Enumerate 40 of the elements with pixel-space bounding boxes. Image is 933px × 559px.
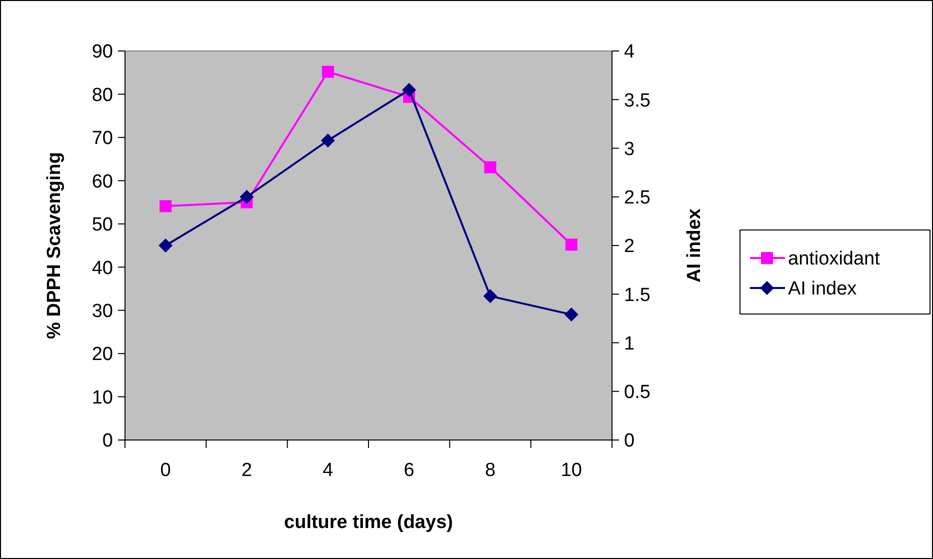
- x-axis-title: culture time (days): [284, 512, 453, 533]
- x-tick-label: 6: [404, 460, 414, 481]
- y-tick-label: 10: [92, 387, 113, 408]
- x-tick-label: 8: [484, 460, 496, 481]
- x-tick-label: 0: [160, 460, 171, 481]
- point: [240, 190, 254, 204]
- point: [565, 238, 578, 251]
- y-tick-label: 80: [92, 84, 113, 106]
- y2-tick-label: 1.5: [624, 284, 650, 306]
- y2-tick-label: 1: [624, 333, 635, 354]
- y2-tick-label: 0: [624, 430, 635, 452]
- y-axis-title: % DPPH Scavenging: [44, 152, 65, 339]
- point: [320, 133, 335, 148]
- y-tick-label: 50: [92, 214, 113, 236]
- point: [564, 308, 578, 322]
- y2-tick-label: 0.5: [624, 382, 650, 404]
- y2-tick-label: 2.5: [624, 188, 650, 209]
- y-tick-label: 20: [92, 344, 113, 366]
- y2-axis-title: AI index: [684, 208, 705, 282]
- y2-tick-label: 2: [624, 236, 635, 258]
- x-tick-label: 2: [241, 460, 252, 481]
- point: [402, 82, 416, 97]
- legend-label: AI index: [788, 278, 858, 300]
- x-tick-label: 4: [322, 460, 334, 481]
- y2-tick-label: 3.5: [624, 90, 650, 112]
- y-tick-label: 30: [92, 300, 113, 322]
- y2-tick-label: 3: [624, 138, 635, 160]
- point: [483, 289, 498, 304]
- x-tick-label: 10: [560, 460, 582, 481]
- legend-label: antioxidant: [788, 248, 881, 270]
- y2-tick-label: 4: [624, 42, 635, 63]
- point: [158, 238, 173, 252]
- y-tick-label: 0: [102, 430, 113, 452]
- y-tick-label: 40: [92, 258, 113, 279]
- point: [160, 200, 172, 212]
- point: [484, 161, 496, 174]
- y-tick-label: 90: [92, 42, 113, 63]
- point: [322, 66, 334, 78]
- y-tick-label: 70: [92, 128, 113, 150]
- y-tick-label: 60: [92, 171, 113, 192]
